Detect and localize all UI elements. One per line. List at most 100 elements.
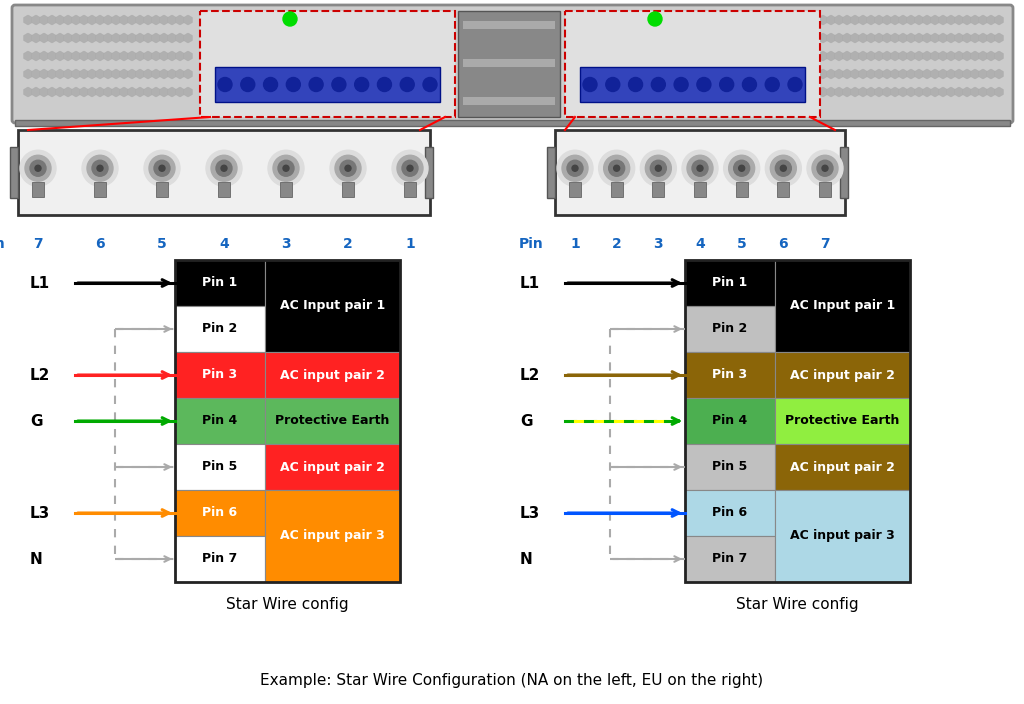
Circle shape — [604, 156, 630, 181]
Circle shape — [572, 165, 578, 171]
Circle shape — [733, 161, 750, 176]
Text: Pin 3: Pin 3 — [203, 368, 238, 382]
Text: G: G — [30, 413, 43, 429]
Circle shape — [606, 77, 620, 92]
Text: Pin 5: Pin 5 — [203, 460, 238, 474]
Text: 5: 5 — [737, 237, 746, 251]
Bar — [565, 11, 820, 117]
Bar — [265, 490, 400, 582]
Text: 1: 1 — [406, 237, 415, 251]
Bar — [175, 490, 265, 536]
Bar — [265, 260, 400, 352]
Circle shape — [724, 150, 760, 187]
Circle shape — [608, 161, 625, 176]
Text: 3: 3 — [282, 237, 291, 251]
Text: Pin 7: Pin 7 — [713, 553, 748, 565]
Bar — [685, 306, 775, 352]
Circle shape — [822, 165, 828, 171]
Bar — [775, 398, 910, 444]
Bar — [200, 11, 455, 117]
Text: AC input pair 3: AC input pair 3 — [281, 529, 385, 543]
Text: L1: L1 — [520, 275, 540, 291]
Circle shape — [692, 161, 708, 176]
Circle shape — [674, 77, 688, 92]
Circle shape — [263, 77, 278, 92]
Circle shape — [697, 165, 703, 171]
Bar — [175, 260, 400, 582]
Bar — [463, 97, 555, 105]
Circle shape — [817, 161, 833, 176]
Bar — [280, 182, 292, 197]
Bar — [555, 130, 845, 215]
Bar — [18, 130, 430, 215]
Bar — [569, 182, 581, 197]
Text: AC input pair 2: AC input pair 2 — [791, 368, 895, 382]
Bar — [10, 147, 18, 198]
Circle shape — [283, 165, 289, 171]
Text: Star Wire config: Star Wire config — [736, 597, 859, 612]
Text: Pin 4: Pin 4 — [713, 415, 748, 427]
Circle shape — [640, 150, 676, 187]
Circle shape — [765, 150, 802, 187]
Bar — [819, 182, 831, 197]
Text: Protective Earth: Protective Earth — [785, 415, 900, 427]
Text: AC input pair 3: AC input pair 3 — [791, 529, 895, 543]
Bar — [685, 352, 775, 398]
Bar — [265, 398, 400, 444]
Bar — [175, 444, 265, 490]
Bar — [265, 444, 400, 490]
Circle shape — [682, 150, 718, 187]
Text: Pin 7: Pin 7 — [203, 553, 238, 565]
Circle shape — [583, 77, 597, 92]
Text: 7: 7 — [820, 237, 829, 251]
Circle shape — [400, 77, 415, 92]
Text: 2: 2 — [343, 237, 353, 251]
Bar — [775, 444, 910, 490]
Circle shape — [770, 156, 797, 181]
Bar — [215, 67, 440, 102]
Circle shape — [567, 161, 583, 176]
Circle shape — [742, 77, 757, 92]
Circle shape — [378, 77, 391, 92]
Bar — [685, 260, 775, 306]
Circle shape — [273, 156, 299, 181]
Text: L1: L1 — [30, 275, 50, 291]
Text: Example: Star Wire Configuration (NA on the left, EU on the right): Example: Star Wire Configuration (NA on … — [260, 672, 764, 688]
Circle shape — [20, 150, 56, 187]
Text: G: G — [520, 413, 532, 429]
Circle shape — [650, 161, 667, 176]
Text: Pin: Pin — [518, 237, 543, 251]
Text: L2: L2 — [30, 367, 50, 382]
Bar — [775, 352, 910, 398]
FancyBboxPatch shape — [12, 5, 1013, 123]
Circle shape — [613, 165, 620, 171]
Text: 4: 4 — [695, 237, 705, 251]
Text: AC input pair 2: AC input pair 2 — [280, 460, 385, 474]
Text: Pin 3: Pin 3 — [713, 368, 748, 382]
Circle shape — [648, 12, 662, 26]
Circle shape — [278, 161, 294, 176]
Text: AC input pair 2: AC input pair 2 — [791, 460, 895, 474]
Bar — [840, 147, 848, 198]
Circle shape — [345, 165, 351, 171]
Circle shape — [221, 165, 227, 171]
Bar — [156, 182, 168, 197]
Circle shape — [87, 156, 113, 181]
Text: 1: 1 — [570, 237, 580, 251]
Circle shape — [765, 77, 779, 92]
Circle shape — [697, 77, 711, 92]
Bar — [775, 490, 910, 582]
Circle shape — [629, 77, 642, 92]
Text: L2: L2 — [520, 367, 541, 382]
Text: Pin 6: Pin 6 — [203, 506, 238, 520]
Circle shape — [775, 161, 792, 176]
Circle shape — [330, 150, 366, 187]
Circle shape — [687, 156, 713, 181]
Circle shape — [738, 165, 744, 171]
Bar — [463, 59, 555, 67]
Text: Pin 4: Pin 4 — [203, 415, 238, 427]
Circle shape — [599, 150, 635, 187]
Bar — [15, 120, 1010, 126]
Text: L3: L3 — [520, 505, 541, 520]
Text: 2: 2 — [611, 237, 622, 251]
